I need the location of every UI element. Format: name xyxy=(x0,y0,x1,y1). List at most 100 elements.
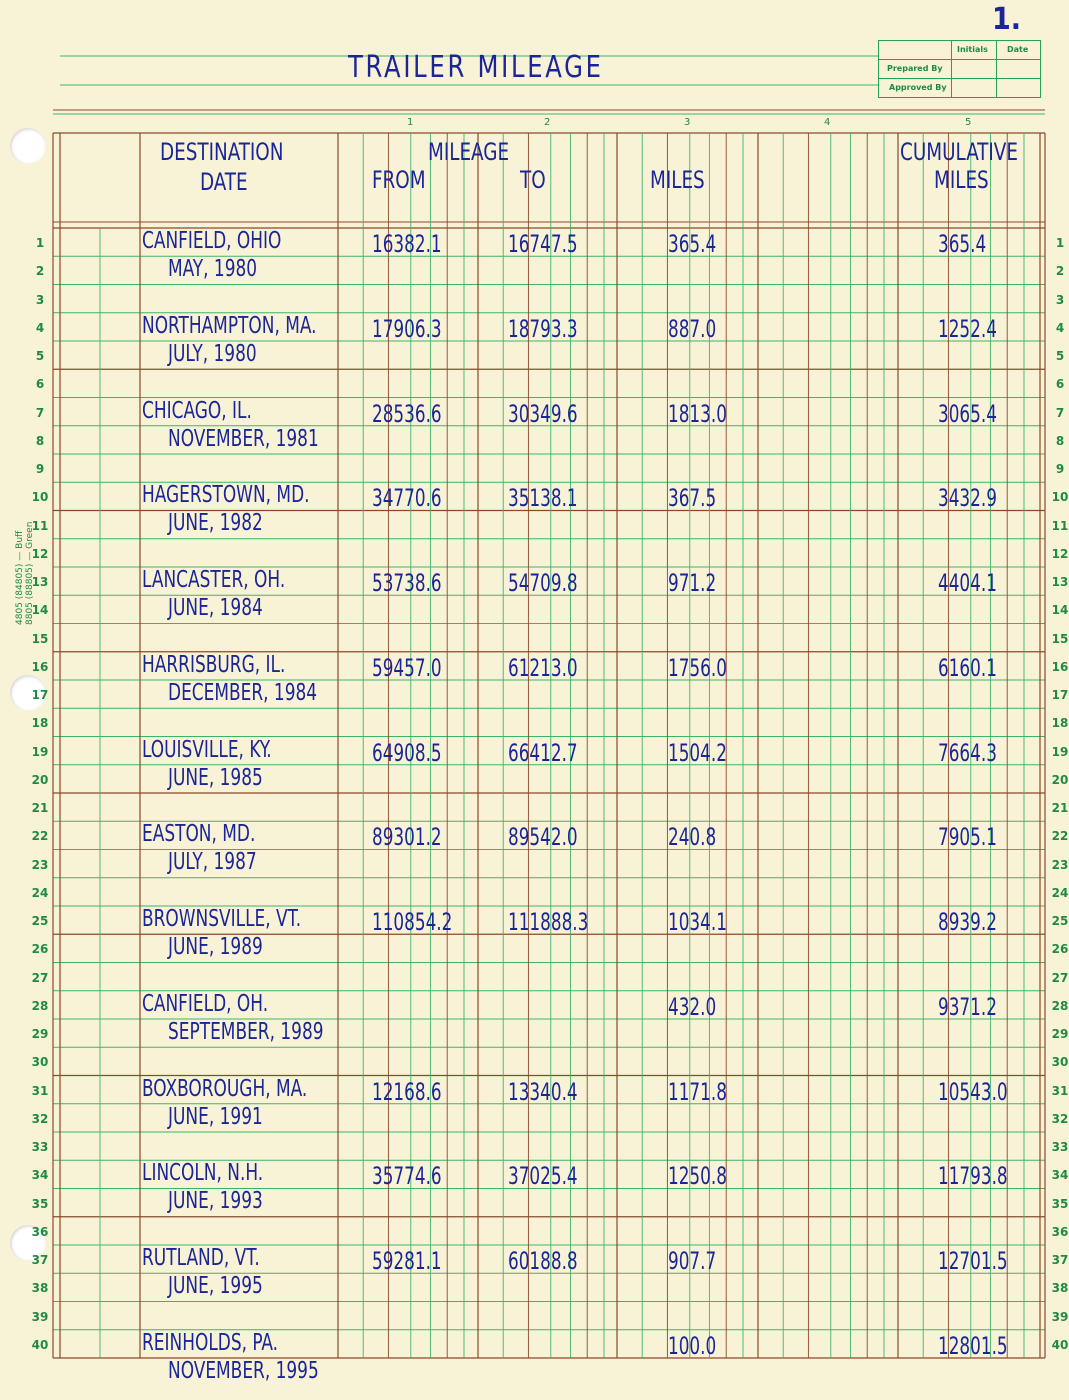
header-cumulative-miles: MILES xyxy=(934,166,989,194)
row-number-right: 27 xyxy=(1051,970,1069,985)
row-number-left: 18 xyxy=(31,716,49,731)
row-number-right: 17 xyxy=(1051,688,1069,702)
from-mileage: 16382.1 xyxy=(372,230,442,258)
row-number-right: 34 xyxy=(1051,1168,1069,1183)
row-number-left: 30 xyxy=(31,1055,49,1070)
trip-miles: 1756.0 xyxy=(668,653,727,682)
row-number-left: 28 xyxy=(31,998,49,1013)
date-text: JULY, 1987 xyxy=(168,849,257,876)
to-mileage: 35138.1 xyxy=(508,484,578,513)
row-number-left: 36 xyxy=(31,1224,49,1239)
to-mileage: 60188.8 xyxy=(508,1247,578,1275)
destination-text: LOUISVILLE, KY. xyxy=(142,736,272,763)
destination-text: HARRISBURG, IL. xyxy=(142,651,286,678)
row-number-left: 38 xyxy=(31,1281,49,1296)
trip-miles: 1250.8 xyxy=(668,1162,727,1191)
to-mileage: 61213.0 xyxy=(508,653,578,682)
to-mileage: 66412.7 xyxy=(508,738,578,767)
row-number-right: 15 xyxy=(1051,631,1069,646)
trip-miles: 1171.8 xyxy=(668,1077,727,1106)
row-number-left: 31 xyxy=(31,1083,49,1098)
to-mileage: 111888.3 xyxy=(508,908,589,936)
row-number-left: 12 xyxy=(31,546,49,561)
trip-miles: 887.0 xyxy=(668,314,717,343)
trip-miles: 432.0 xyxy=(668,992,717,1021)
cumulative-miles: 7905.1 xyxy=(938,823,997,852)
destination-text: BOXBOROUGH, MA. xyxy=(142,1075,308,1102)
header-to: TO xyxy=(520,166,546,194)
row-number-left: 22 xyxy=(31,829,49,844)
row-number-right: 11 xyxy=(1051,518,1069,533)
trip-miles: 1504.2 xyxy=(668,738,727,767)
trip-miles: 240.8 xyxy=(668,823,717,852)
row-number-right: 25 xyxy=(1051,914,1069,928)
header-from: FROM xyxy=(372,166,426,194)
row-number-right: 3 xyxy=(1055,292,1065,307)
page-number: 1. xyxy=(992,2,1022,37)
from-mileage: 12168.6 xyxy=(372,1077,442,1106)
row-number-right: 16 xyxy=(1051,659,1069,674)
from-mileage: 59281.1 xyxy=(372,1247,442,1275)
column-number: 3 xyxy=(684,117,691,128)
row-number-left: 7 xyxy=(35,405,45,420)
row-number-right: 4 xyxy=(1055,320,1065,335)
row-number-left: 8 xyxy=(35,433,45,448)
row-number-right: 1 xyxy=(1055,236,1065,250)
destination-text: CHICAGO, IL. xyxy=(142,397,252,424)
destination-text: CANFIELD, OH. xyxy=(142,990,269,1017)
header-destination: DESTINATION xyxy=(160,138,284,166)
row-number-right: 37 xyxy=(1051,1253,1069,1267)
header-mileage: MILEAGE xyxy=(428,138,510,166)
row-number-right: 29 xyxy=(1051,1027,1069,1041)
trip-miles: 367.5 xyxy=(668,484,717,513)
trip-miles: 1813.0 xyxy=(668,399,727,428)
row-number-left: 25 xyxy=(31,914,49,928)
date-text: JUNE, 1984 xyxy=(168,595,263,621)
from-mileage: 110854.2 xyxy=(372,908,453,936)
row-number-left: 2 xyxy=(35,264,45,279)
header-date: DATE xyxy=(200,168,248,196)
date-text: MAY, 1980 xyxy=(168,256,258,282)
row-number-right: 35 xyxy=(1051,1196,1069,1211)
row-number-right: 8 xyxy=(1055,433,1065,448)
row-number-right: 18 xyxy=(1051,716,1069,731)
row-number-right: 26 xyxy=(1051,942,1069,957)
row-number-left: 4 xyxy=(35,320,45,335)
row-number-right: 39 xyxy=(1051,1309,1069,1324)
row-number-left: 15 xyxy=(31,631,49,646)
destination-text: LANCASTER, OH. xyxy=(142,567,286,593)
from-mileage: 89301.2 xyxy=(372,823,442,852)
cumulative-miles: 3065.4 xyxy=(938,399,997,428)
row-number-left: 34 xyxy=(31,1168,49,1183)
binder-hole xyxy=(10,128,46,164)
date-text: NOVEMBER, 1995 xyxy=(168,1357,319,1384)
destination-text: REINHOLDS, PA. xyxy=(142,1329,279,1356)
cumulative-miles: 7664.3 xyxy=(938,738,997,767)
destination-text: HAGERSTOWN, MD. xyxy=(142,482,310,509)
column-number: 2 xyxy=(544,117,551,128)
row-number-left: 17 xyxy=(31,688,49,702)
cumulative-miles: 8939.2 xyxy=(938,908,997,936)
row-number-left: 11 xyxy=(31,518,49,533)
date-text: JUNE, 1991 xyxy=(168,1103,263,1130)
row-number-right: 2 xyxy=(1055,264,1065,279)
row-number-left: 24 xyxy=(31,885,49,900)
to-mileage: 18793.3 xyxy=(508,314,578,343)
row-number-left: 27 xyxy=(31,970,49,985)
destination-text: RUTLAND, VT. xyxy=(142,1245,260,1271)
cumulative-miles: 6160.1 xyxy=(938,653,997,682)
row-number-left: 35 xyxy=(31,1196,49,1211)
initials-label: Initials xyxy=(957,45,988,54)
from-mileage: 34770.6 xyxy=(372,484,442,513)
header-cumulative: CUMULATIVE xyxy=(900,138,1018,166)
date-label: Date xyxy=(1007,45,1029,54)
row-number-left: 20 xyxy=(31,772,49,787)
trip-miles: 971.2 xyxy=(668,569,717,597)
row-number-right: 40 xyxy=(1051,1337,1069,1352)
row-number-right: 33 xyxy=(1051,1140,1069,1154)
date-text: JUNE, 1989 xyxy=(168,934,263,960)
column-number: 5 xyxy=(965,117,972,128)
row-number-right: 30 xyxy=(1051,1055,1069,1070)
from-mileage: 35774.6 xyxy=(372,1162,442,1191)
